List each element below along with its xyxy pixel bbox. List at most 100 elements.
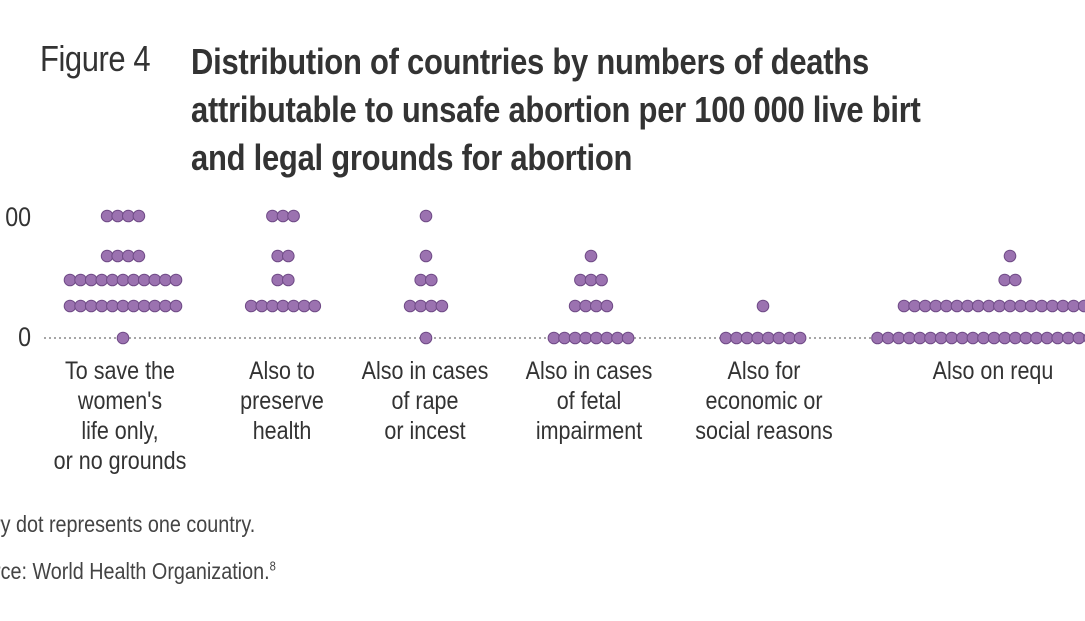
country-dot xyxy=(1035,299,1049,313)
country-dot xyxy=(1014,299,1027,313)
country-dot xyxy=(122,209,135,223)
country-dot xyxy=(1040,331,1054,345)
country-dot xyxy=(783,331,796,345)
country-dot xyxy=(579,299,593,313)
country-dot xyxy=(137,299,151,313)
country-dot xyxy=(558,331,571,345)
country-dot xyxy=(435,299,449,313)
country-dot xyxy=(971,299,985,313)
country-dot xyxy=(425,299,438,313)
country-dot xyxy=(568,331,582,345)
country-dot xyxy=(584,273,598,287)
category-label-preserve-health: Also to preserve health xyxy=(240,357,324,445)
country-dot xyxy=(574,273,587,287)
country-dot xyxy=(271,249,285,263)
country-dot xyxy=(945,331,959,345)
country-dot xyxy=(600,331,614,345)
country-dot xyxy=(982,299,996,313)
country-dot xyxy=(1072,331,1085,345)
country-dot xyxy=(132,209,146,223)
country-dot xyxy=(1056,299,1070,313)
country-dot xyxy=(84,273,98,287)
country-dot xyxy=(584,249,598,263)
country-dot xyxy=(137,273,151,287)
source-ref: 8 xyxy=(269,558,276,574)
country-dot xyxy=(897,299,911,313)
country-dot xyxy=(116,273,130,287)
country-dot xyxy=(159,299,172,313)
country-dot xyxy=(756,299,770,313)
country-dot xyxy=(871,331,884,345)
country-dot xyxy=(892,331,906,345)
country-dot xyxy=(1003,299,1017,313)
country-dot xyxy=(993,299,1006,313)
country-dot xyxy=(308,299,322,313)
country-dot xyxy=(111,209,124,223)
country-dot xyxy=(287,209,300,223)
country-dot xyxy=(414,273,428,287)
country-dot xyxy=(271,273,285,287)
country-dot xyxy=(116,331,130,345)
country-dot xyxy=(1051,331,1064,345)
country-dot xyxy=(63,273,77,287)
country-dot xyxy=(1009,331,1022,345)
country-dot xyxy=(106,273,119,287)
country-dot xyxy=(419,209,433,223)
country-dot xyxy=(100,209,114,223)
category-label-economic-social: Also for economic or social reasons xyxy=(695,357,833,445)
country-dot xyxy=(122,249,135,263)
country-dot xyxy=(95,273,109,287)
country-dot xyxy=(547,331,561,345)
country-dot xyxy=(244,299,258,313)
country-dot xyxy=(1046,299,1059,313)
country-dot xyxy=(84,299,98,313)
country-dot xyxy=(414,299,428,313)
country-dot xyxy=(116,299,130,313)
country-dot xyxy=(1009,273,1022,287)
country-dot xyxy=(740,331,754,345)
country-dot xyxy=(111,249,124,263)
country-dot xyxy=(590,331,603,345)
country-dot xyxy=(1003,249,1017,263)
country-dot xyxy=(966,331,980,345)
category-label-rape-incest: Also in cases of rape or incest xyxy=(361,357,489,445)
country-dot xyxy=(127,299,140,313)
country-dot xyxy=(1062,331,1075,345)
country-dot xyxy=(266,299,279,313)
country-dot xyxy=(159,273,172,287)
country-dot xyxy=(287,299,300,313)
country-dot xyxy=(100,249,114,263)
country-dot xyxy=(600,299,614,313)
country-dot xyxy=(730,331,743,345)
country-dot xyxy=(419,331,433,345)
country-dot xyxy=(621,331,635,345)
country-dot xyxy=(611,331,624,345)
country-dot xyxy=(132,249,146,263)
category-label-on-request: Also on requ xyxy=(932,357,1054,385)
country-dot xyxy=(987,331,1001,345)
country-dot xyxy=(255,299,269,313)
country-dot xyxy=(772,331,786,345)
country-dot xyxy=(95,299,109,313)
source-text: rce: World Health Organization. xyxy=(0,558,270,584)
country-dot xyxy=(751,331,765,345)
country-dot xyxy=(419,249,433,263)
country-dot xyxy=(913,331,927,345)
country-dot xyxy=(63,299,77,313)
country-dot xyxy=(1024,299,1038,313)
country-dot xyxy=(918,299,932,313)
country-dot xyxy=(1077,299,1085,313)
country-dot xyxy=(1030,331,1043,345)
country-dot xyxy=(719,331,733,345)
country-dot xyxy=(1019,331,1033,345)
country-dot xyxy=(595,273,608,287)
country-dot xyxy=(924,331,937,345)
country-dot xyxy=(106,299,119,313)
country-dot xyxy=(956,331,969,345)
country-dot xyxy=(940,299,953,313)
country-dot xyxy=(169,299,183,313)
country-dot xyxy=(793,331,807,345)
country-dot xyxy=(297,299,311,313)
country-dot xyxy=(74,299,87,313)
